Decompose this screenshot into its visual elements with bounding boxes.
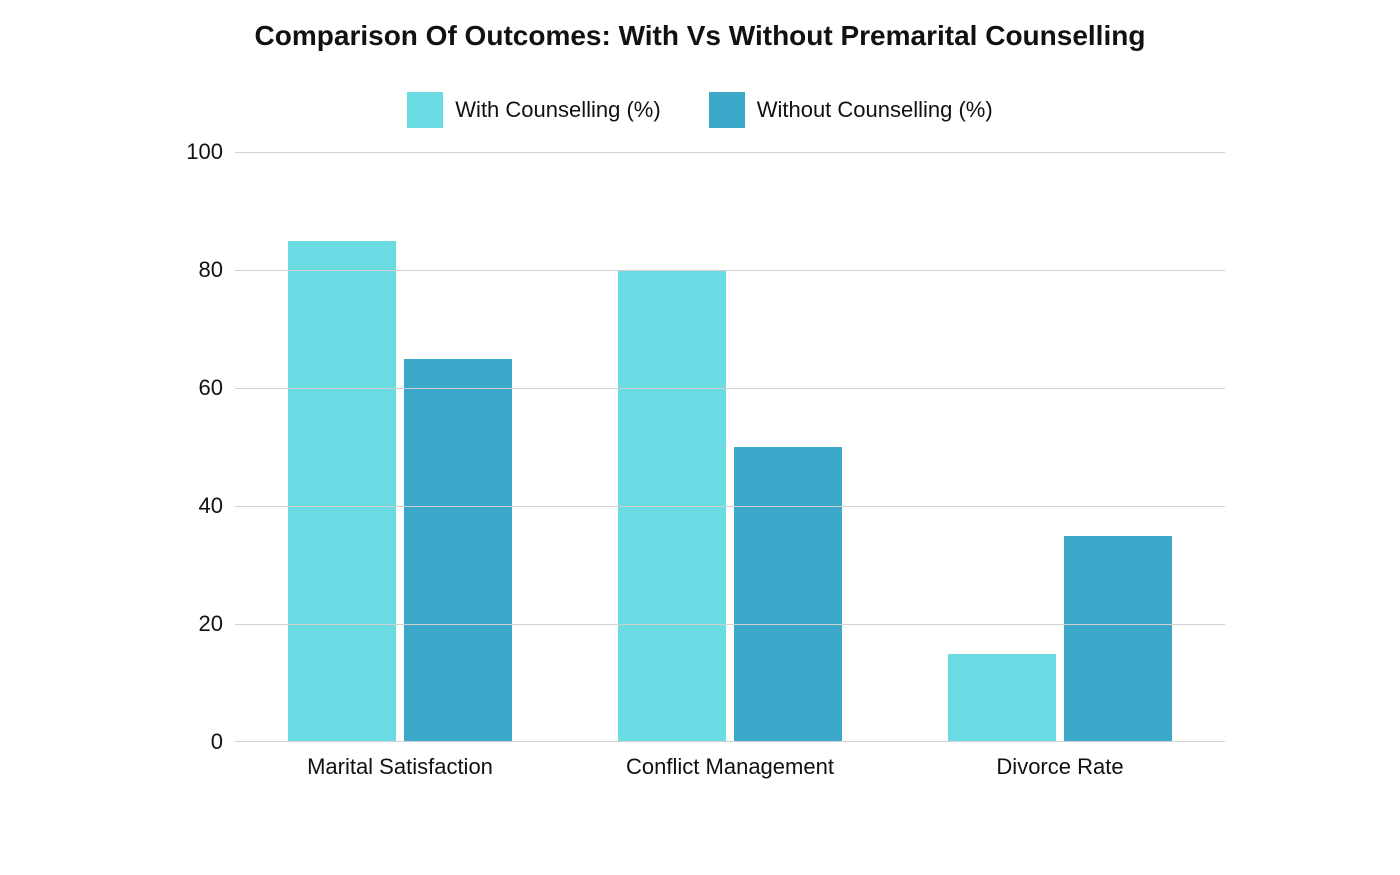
y-tick-label: 60 <box>199 377 223 399</box>
x-axis-label: Conflict Management <box>565 754 895 780</box>
y-axis: 020406080100 <box>175 152 235 742</box>
bar <box>948 654 1056 743</box>
bar <box>734 447 842 742</box>
x-axis: Marital SatisfactionConflict ManagementD… <box>235 754 1225 780</box>
legend-swatch-without <box>709 92 745 128</box>
bars-layer <box>235 152 1225 742</box>
gridline <box>235 270 1225 271</box>
y-tick-label: 40 <box>199 495 223 517</box>
legend-label-without: Without Counselling (%) <box>757 97 993 123</box>
y-tick-label: 80 <box>199 259 223 281</box>
y-tick-label: 20 <box>199 613 223 635</box>
baseline <box>235 741 1225 742</box>
legend: With Counselling (%) Without Counselling… <box>407 92 992 128</box>
gridline <box>235 388 1225 389</box>
y-tick-label: 0 <box>211 731 223 753</box>
x-axis-label: Divorce Rate <box>895 754 1225 780</box>
legend-swatch-with <box>407 92 443 128</box>
bar-group <box>565 152 895 742</box>
x-axis-label: Marital Satisfaction <box>235 754 565 780</box>
legend-item-with: With Counselling (%) <box>407 92 660 128</box>
bar-group <box>235 152 565 742</box>
gridline <box>235 152 1225 153</box>
bar-group <box>895 152 1225 742</box>
gridline <box>235 506 1225 507</box>
plot-area <box>235 152 1225 742</box>
legend-item-without: Without Counselling (%) <box>709 92 993 128</box>
legend-label-with: With Counselling (%) <box>455 97 660 123</box>
y-tick-label: 100 <box>186 141 223 163</box>
bar <box>1064 536 1172 743</box>
chart-title: Comparison Of Outcomes: With Vs Without … <box>255 20 1146 52</box>
bar <box>288 241 396 743</box>
bar <box>404 359 512 743</box>
chart-area: 020406080100 Marital SatisfactionConflic… <box>175 152 1225 780</box>
gridline <box>235 624 1225 625</box>
